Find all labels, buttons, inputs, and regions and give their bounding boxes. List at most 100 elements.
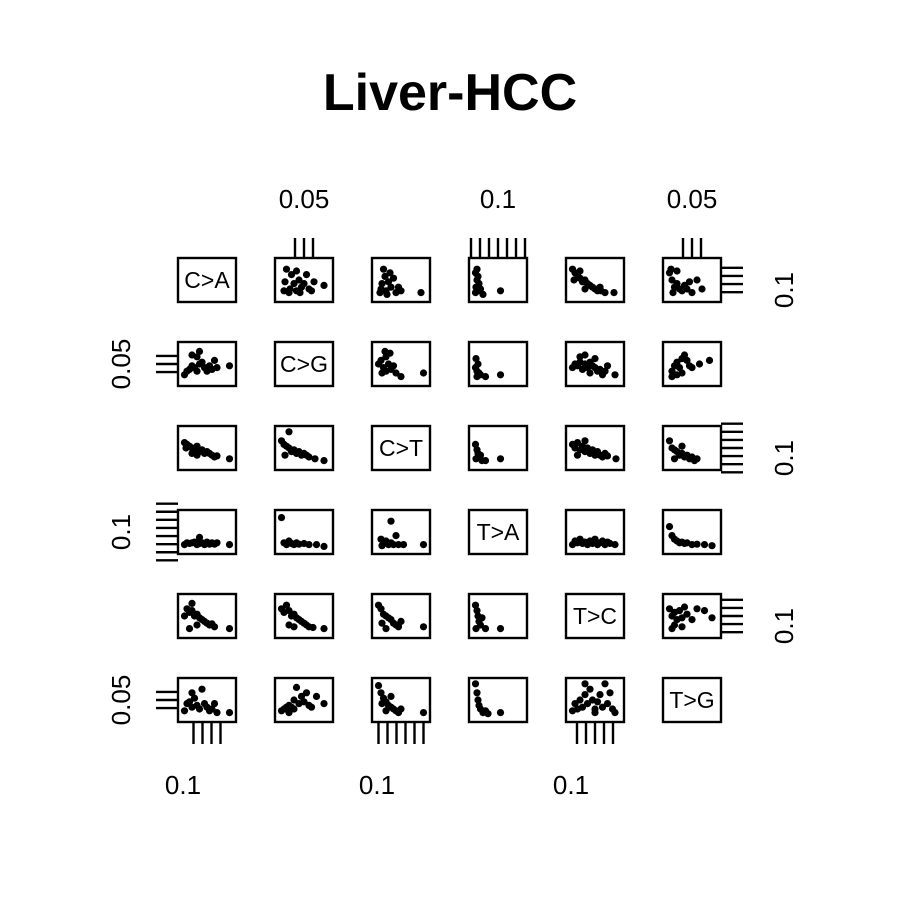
panel-r0-c4 (564, 256, 626, 304)
scatter-point (193, 442, 201, 450)
scatter-point (473, 689, 481, 697)
panel-r5-c3 (467, 676, 529, 724)
scatter-point (193, 621, 201, 629)
panel-frame (564, 592, 626, 640)
scatter-point (473, 373, 481, 381)
scatter-point (611, 371, 619, 379)
panel-frame (467, 340, 529, 388)
scatter-point (693, 455, 701, 463)
scatter-point (387, 517, 395, 525)
scatter-point (601, 289, 609, 297)
scatter-point (290, 623, 298, 631)
panel-frame (273, 676, 335, 724)
scatter-point (320, 625, 328, 633)
panel-frame (176, 424, 238, 472)
scatter-point (474, 696, 482, 704)
scatter-point (309, 623, 317, 632)
scatter-point (397, 617, 405, 626)
scatter-point (473, 607, 481, 615)
scatter-point (683, 285, 691, 293)
scatter-point (481, 457, 490, 465)
panel-r2-c1 (273, 424, 335, 472)
panel-frame (370, 676, 432, 724)
scatter-point (496, 287, 505, 295)
panel-frame (661, 340, 723, 388)
scatter-point (474, 272, 482, 280)
scatter-point (282, 265, 291, 273)
tick-label-bottom: 0.1 (359, 770, 395, 800)
scatter-point (669, 289, 677, 297)
scatter-point (188, 599, 196, 608)
scatter-point (419, 369, 428, 377)
panel-r1-c4 (564, 340, 626, 388)
scatter-point (300, 280, 308, 288)
scatter-point (471, 680, 480, 688)
scatter-point (188, 351, 196, 359)
panel-frame (273, 340, 335, 388)
scatter-point (700, 541, 709, 549)
scatter-point (180, 612, 189, 620)
diagonal-label: T>G (669, 687, 714, 713)
scatter-point (601, 680, 609, 688)
scatter-point (193, 367, 201, 375)
scatter-point (603, 362, 612, 370)
panel-frame (176, 256, 238, 304)
scatter-point (675, 607, 684, 615)
scatter-point (668, 625, 676, 633)
scatter-point (472, 355, 480, 363)
scatter-point (576, 267, 584, 275)
scatter-point (225, 709, 234, 717)
scatter-point (213, 539, 221, 547)
scatter-point (297, 692, 306, 701)
scatter-point (292, 267, 301, 275)
scatter-point (382, 707, 390, 715)
tick-label-top: 0.05 (667, 184, 718, 214)
scatter-point (387, 283, 395, 291)
diagonal-label: C>A (184, 267, 230, 293)
panel-r3-c3: T>A (467, 508, 529, 556)
panel-frame (370, 340, 432, 388)
scatter-point (381, 347, 389, 355)
panel-r1-c1: C>G (273, 340, 335, 388)
scatter-point (496, 371, 505, 379)
panel-frame (467, 676, 529, 724)
scatter-point (225, 541, 234, 549)
scatter-point (591, 709, 599, 717)
scatter-point (683, 610, 691, 618)
scatter-point (182, 444, 190, 452)
scatter-point (185, 698, 194, 706)
scatter-point (295, 276, 303, 284)
panel-r0-c0: C>A (176, 256, 238, 304)
scatter-point (311, 455, 319, 463)
tick-label-bottom: 0.1 (165, 770, 201, 800)
panel-frame (370, 424, 432, 472)
chart-title: Liver-HCC (323, 64, 577, 122)
scatter-point (382, 625, 390, 633)
scatter-point (472, 455, 480, 463)
scatter-point (213, 364, 221, 372)
scatter-point (603, 700, 612, 708)
scatter-point (381, 272, 389, 280)
scatter-point (673, 267, 681, 275)
scatter-point (596, 691, 604, 699)
scatter-point (302, 689, 311, 697)
scatter-point (180, 707, 189, 715)
panel-frame (273, 424, 335, 472)
panel-r1-c5 (661, 340, 723, 388)
scatter-point (472, 625, 480, 633)
scatter-point (593, 698, 602, 706)
scatter-point (419, 623, 428, 631)
scatter-point (698, 285, 706, 293)
scatter-point (688, 616, 696, 624)
scatter-point (302, 271, 311, 279)
tick-label-left: 0.05 (106, 675, 136, 726)
scatter-point (598, 703, 607, 711)
scatter-point (277, 514, 286, 522)
scatter-point (705, 356, 714, 364)
scatter-point (210, 623, 219, 631)
panel-r3-c2 (370, 508, 432, 556)
scatter-point (673, 280, 681, 288)
scatter-point (680, 603, 689, 611)
scatter-point (389, 362, 398, 370)
